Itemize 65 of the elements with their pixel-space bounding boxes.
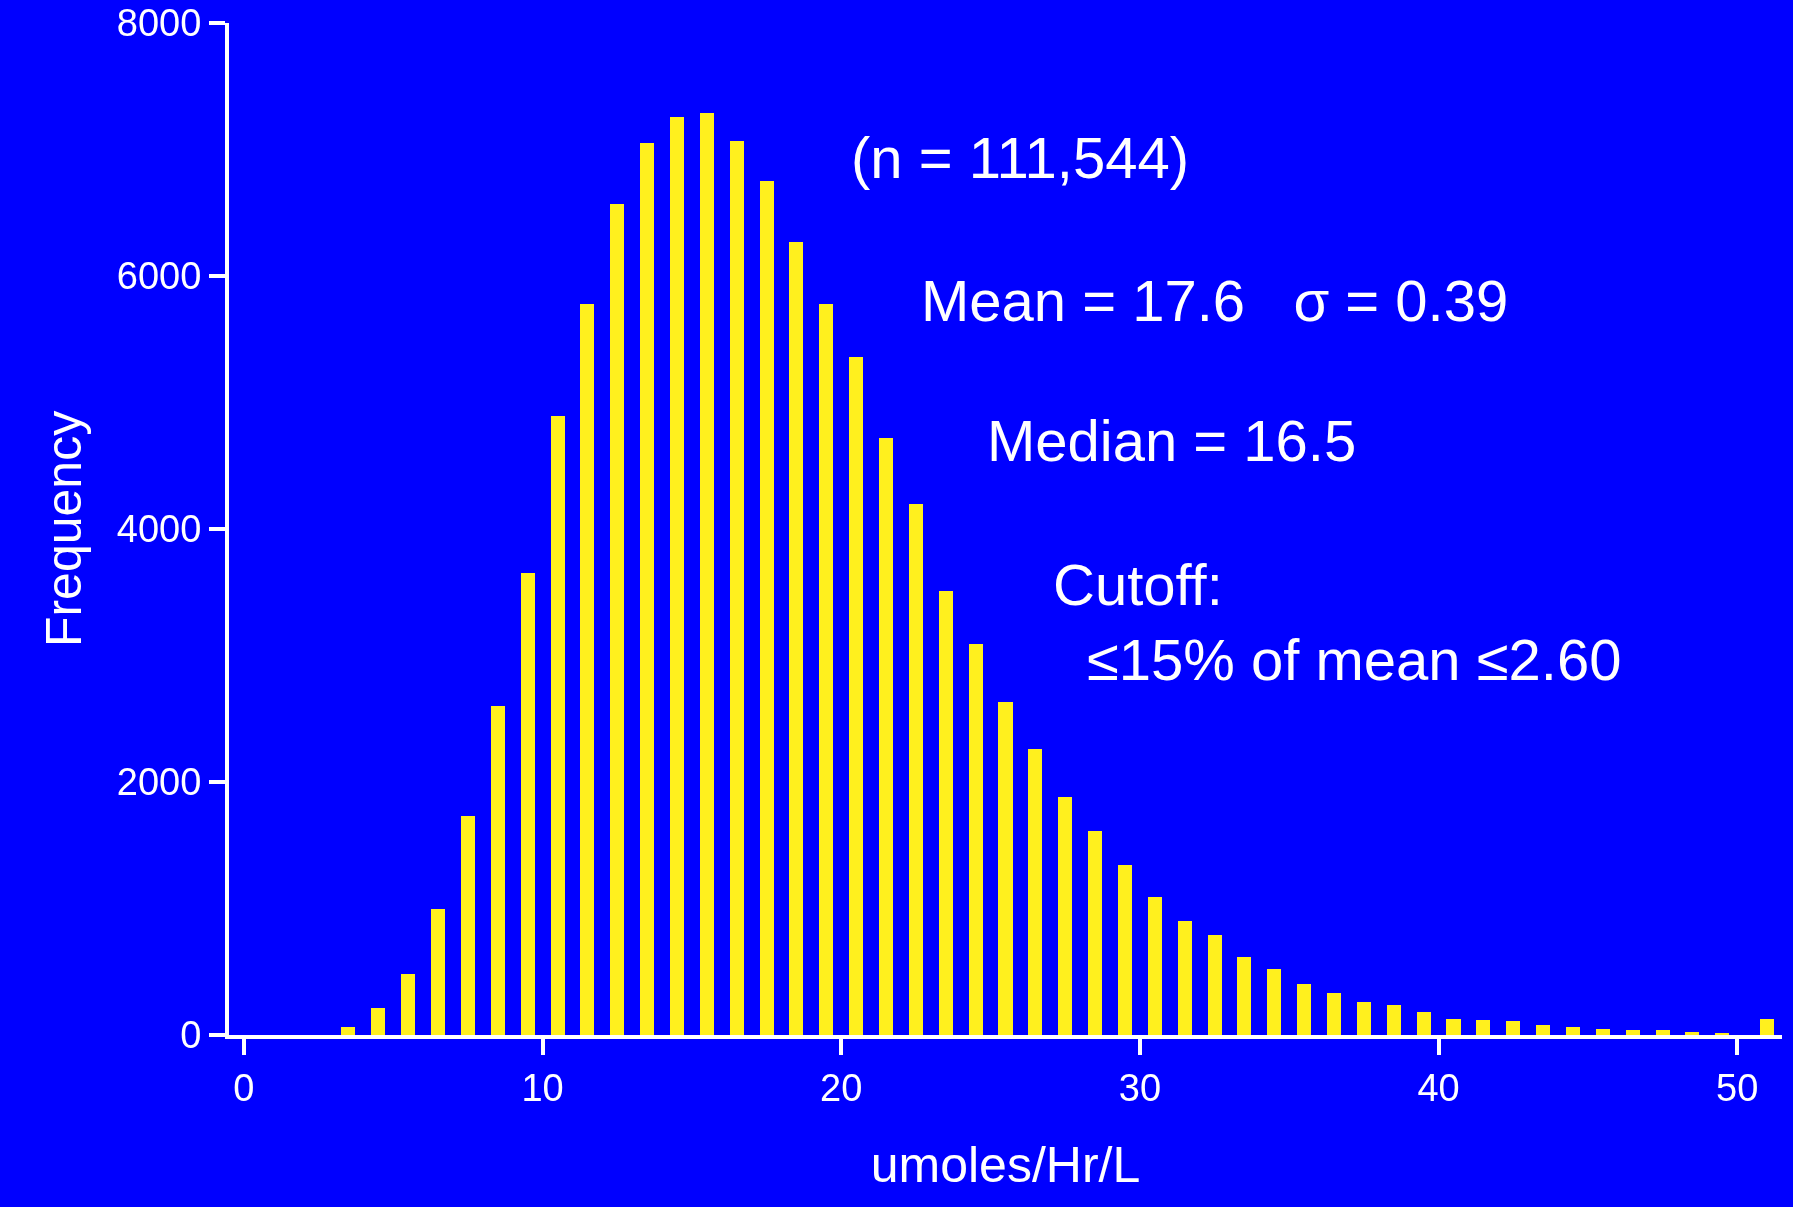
y-tick-label: 2000	[116, 761, 202, 804]
y-tick-label: 4000	[116, 508, 202, 551]
annotation: ≤15% of mean ≤2.60	[1087, 627, 1622, 692]
bar	[1267, 969, 1281, 1035]
bar	[1476, 1020, 1490, 1035]
bar	[371, 1008, 385, 1035]
bar	[610, 204, 624, 1035]
bar	[1088, 831, 1102, 1035]
bar	[1208, 935, 1222, 1035]
bar	[939, 591, 953, 1035]
bar	[1297, 984, 1311, 1035]
bar	[969, 644, 983, 1035]
x-tick-label: 0	[233, 1066, 255, 1109]
annotation: Median = 16.5	[987, 408, 1357, 473]
x-tick-label: 20	[820, 1066, 863, 1109]
bar	[1357, 1002, 1371, 1035]
bar	[491, 706, 505, 1035]
bar	[1237, 957, 1251, 1035]
bar	[760, 181, 774, 1035]
bar	[1178, 921, 1192, 1035]
annotation: (n = 111,544)	[851, 125, 1190, 190]
bar	[1058, 797, 1072, 1035]
annotation: Cutoff:	[1053, 552, 1223, 617]
bar	[341, 1027, 355, 1035]
bar	[1760, 1019, 1774, 1035]
bar	[1685, 1032, 1699, 1035]
x-tick-label: 30	[1118, 1066, 1162, 1109]
bar	[849, 357, 863, 1035]
x-tick-label: 10	[521, 1066, 564, 1109]
bar	[1028, 749, 1042, 1035]
bar	[700, 113, 714, 1035]
bar	[998, 702, 1013, 1035]
bar	[1446, 1019, 1461, 1035]
bar	[1536, 1025, 1550, 1035]
bar	[1626, 1030, 1640, 1035]
bar	[1506, 1021, 1520, 1035]
bar	[789, 242, 803, 1035]
bar	[640, 143, 654, 1035]
bar	[909, 504, 923, 1035]
x-axis-title: umoles/Hr/L	[870, 1136, 1141, 1193]
bar	[431, 909, 445, 1035]
bar	[1596, 1029, 1610, 1035]
bar	[580, 304, 594, 1035]
y-tick-label: 0	[180, 1014, 202, 1057]
bar	[521, 573, 535, 1035]
bar	[1566, 1027, 1580, 1035]
bar	[1417, 1012, 1431, 1035]
y-tick-label: 6000	[116, 255, 202, 298]
annotation: Mean = 17.6 σ = 0.39	[921, 268, 1509, 333]
y-tick-label: 8000	[116, 2, 202, 45]
bar	[1656, 1030, 1670, 1035]
bar	[1148, 897, 1162, 1035]
bar	[461, 816, 475, 1035]
bar	[670, 117, 684, 1035]
bar	[879, 438, 893, 1035]
bar	[1118, 865, 1132, 1035]
bar	[730, 141, 744, 1035]
bar	[551, 416, 565, 1035]
bar	[819, 304, 833, 1035]
bar	[1387, 1005, 1401, 1035]
y-axis-title: Frequency	[36, 410, 93, 648]
bar	[1327, 993, 1341, 1035]
x-tick-label: 40	[1417, 1066, 1460, 1109]
bar	[401, 974, 415, 1035]
x-tick-label: 50	[1716, 1066, 1759, 1109]
